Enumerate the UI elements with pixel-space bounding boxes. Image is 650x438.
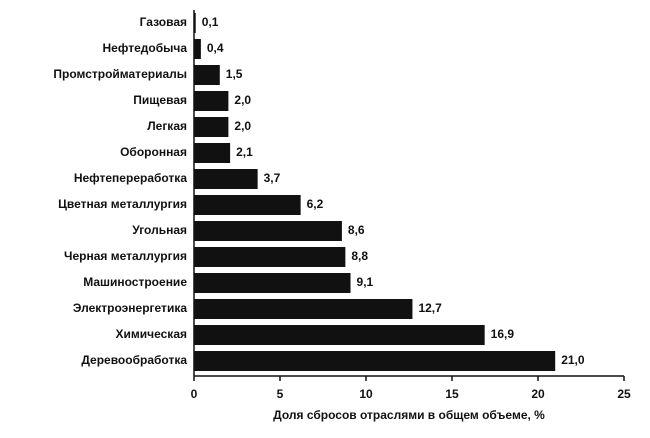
- y-tick-label: Черная металлургия: [64, 249, 187, 263]
- y-tick-label: Газовая: [140, 15, 187, 29]
- y-tick-label: Промстройматериалы: [53, 67, 187, 81]
- bar: [194, 91, 229, 111]
- x-tick-label: 25: [617, 387, 631, 401]
- bar: [194, 143, 231, 163]
- y-tick-label: Машиностроение: [83, 275, 187, 289]
- bar: [194, 299, 413, 319]
- value-label: 16,9: [491, 327, 515, 341]
- value-label: 9,1: [357, 275, 374, 289]
- bar: [194, 195, 301, 215]
- y-tick-label: Легкая: [147, 119, 187, 133]
- bar: [194, 117, 229, 137]
- value-label: 2,1: [236, 145, 253, 159]
- x-tick-label: 20: [531, 387, 545, 401]
- y-tick-label: Деревообработка: [81, 353, 187, 367]
- value-label: 2,0: [234, 119, 251, 133]
- x-tick-label: 5: [277, 387, 284, 401]
- bar: [194, 351, 556, 371]
- value-label: 8,6: [348, 223, 365, 237]
- value-label: 12,7: [418, 301, 442, 315]
- y-tick-label: Химическая: [116, 327, 187, 341]
- y-tick-label: Электроэнергетика: [73, 301, 187, 315]
- value-label: 0,4: [207, 41, 224, 55]
- bar: [194, 273, 351, 293]
- y-tick-label: Оборонная: [120, 145, 187, 159]
- x-axis-label: Доля сбросов отраслями в общем объеме, %: [273, 408, 545, 422]
- value-label: 3,7: [264, 171, 281, 185]
- bar: [194, 325, 485, 345]
- value-label: 1,5: [226, 67, 243, 81]
- bar: [194, 39, 201, 59]
- bar: [194, 65, 220, 85]
- value-label: 21,0: [561, 353, 585, 367]
- value-label: 0,1: [202, 15, 219, 29]
- bar: [194, 13, 196, 33]
- value-label: 8,8: [351, 249, 368, 263]
- y-tick-label: Нефтепереработка: [74, 171, 187, 185]
- bar: [194, 221, 342, 241]
- bar: [194, 247, 346, 267]
- value-label: 2,0: [234, 93, 251, 107]
- bar: [194, 169, 258, 189]
- y-tick-label: Нефтедобыча: [103, 41, 188, 55]
- y-tick-label: Цветная металлургия: [58, 197, 187, 211]
- x-tick-label: 0: [191, 387, 198, 401]
- y-tick-label: Пищевая: [133, 93, 187, 107]
- x-tick-label: 10: [359, 387, 373, 401]
- x-tick-label: 15: [445, 387, 459, 401]
- value-label: 6,2: [307, 197, 324, 211]
- y-tick-label: Угольная: [132, 223, 187, 237]
